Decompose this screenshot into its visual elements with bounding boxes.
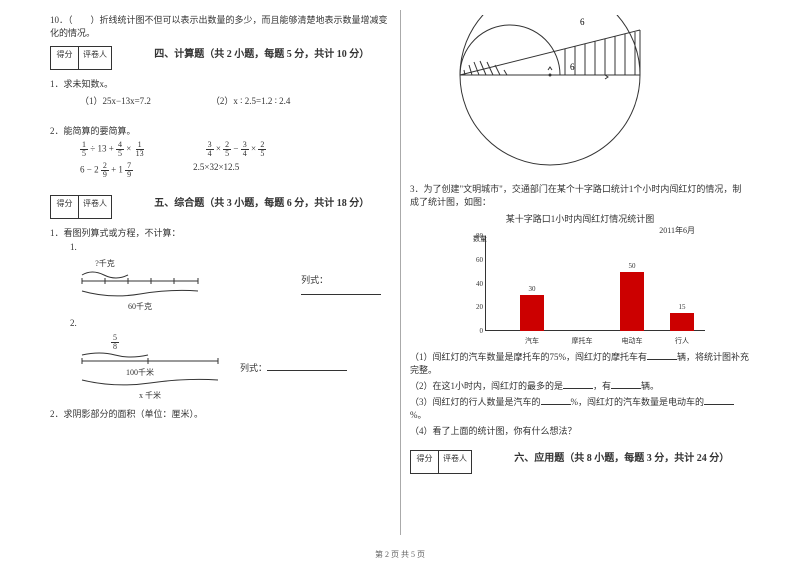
s5-q2-stem: 2．求阴影部分的面积（单位：厘米）。: [50, 407, 390, 420]
geometry-figure: 6: [430, 15, 750, 177]
chart-ytick: 0: [465, 327, 483, 335]
s5-q3-p3: （3）闯红灯的行人数量是汽车的%，闯红灯的汽车数量是电动车的%。: [410, 395, 750, 421]
weight-diagram-2: 58 100千米 x 千米 列式：: [80, 334, 390, 401]
section-4-title: 四、计算题（共 2 小题，每题 5 分，共计 10 分）: [154, 45, 369, 60]
chart-ytick: 40: [465, 280, 483, 288]
s5-q3-p2: （2）在这1小时内，闯红灯的最多的是，有辆。: [410, 379, 750, 392]
weight-diagram-1: ?千克 60千克 列式：: [80, 258, 390, 312]
chart-title: 某十字路口1小时内闯红灯情况统计图: [455, 212, 705, 225]
s4-q1-b: （2）x ∶ 2.5=1.2 ∶ 2.4: [211, 94, 291, 107]
brace-icon: [80, 351, 220, 365]
score-box-s4: 得分 评卷人: [50, 46, 112, 70]
score-box-s6: 得分 评卷人: [410, 450, 472, 474]
geom-top-label: 6: [580, 17, 585, 27]
chart-bar: [520, 295, 544, 331]
s4-q2-r1b: 34 × 25 − 34 × 25: [206, 141, 267, 158]
chart-ytick: 20: [465, 303, 483, 311]
s4-q2-r1a: 15 ÷ 13 + 45 × 113: [80, 141, 146, 158]
brace-icon: [80, 378, 220, 388]
s5-q3-stem: 3．为了创建"文明城市"，交通部门在某个十字路口统计1个小时内闯红灯的情况，制成…: [410, 182, 750, 208]
reviewer-label: 评卷人: [439, 451, 471, 473]
s5-q1-stem: 1．看图列算式或方程，不计算：: [50, 226, 390, 239]
chart-bar: [670, 313, 694, 331]
s4-q2-r2b: 2.5×32×12.5: [193, 162, 239, 179]
brace-icon: [80, 289, 200, 299]
s4-q1-stem: 1．求未知数x。: [50, 77, 390, 90]
s5-q1-sub1: 1.: [70, 242, 390, 252]
brace-icon: [80, 269, 200, 287]
s5-q3-p1: （1）闯红灯的汽车数量是摩托车的75%，闯红灯的摩托车有辆，将统计图补充完整。: [410, 350, 750, 376]
chart-date: 2011年6月: [455, 225, 695, 236]
s4-q2-stem: 2．能简算的要简算。: [50, 124, 390, 137]
bar-chart: 某十字路口1小时内闯红灯情况统计图 2011年6月 数量 02040608030…: [455, 212, 705, 346]
score-label: 得分: [51, 196, 79, 218]
s5-q1-sub2: 2.: [70, 318, 390, 328]
score-box-s5: 得分 评卷人: [50, 195, 112, 219]
chart-xcat: 行人: [665, 336, 699, 346]
chart-bar-label: 15: [670, 303, 694, 311]
section-5-title: 五、综合题（共 3 小题，每题 6 分，共计 18 分）: [154, 194, 369, 209]
lieshi-label: 列式：: [301, 273, 390, 297]
s4-q1-a: （1）25x−13x=7.2: [80, 94, 151, 107]
lieshi-label: 列式：: [240, 361, 347, 374]
chart-ytick: 60: [465, 256, 483, 264]
geom-inner-label: 6: [570, 62, 575, 72]
score-label: 得分: [51, 47, 79, 69]
question-10: 10．（ ）折线统计图不但可以表示出数量的多少，而且能够清楚地表示数量增减变化的…: [50, 13, 390, 39]
s5-q3-p4: （4）看了上面的统计图，你有什么想法？: [410, 424, 750, 437]
chart-xcat: 汽车: [515, 336, 549, 346]
score-label: 得分: [411, 451, 439, 473]
reviewer-label: 评卷人: [79, 47, 111, 69]
reviewer-label: 评卷人: [79, 196, 111, 218]
s4-q2-r2a: 6 − 2 29 + 1 79: [80, 162, 133, 179]
chart-bar-label: 30: [520, 285, 544, 293]
section-6-title: 六、应用题（共 8 小题，每题 3 分，共计 24 分）: [514, 449, 729, 464]
chart-bar: [620, 272, 644, 331]
chart-bar-label: 50: [620, 262, 644, 270]
chart-ytick: 80: [465, 232, 483, 240]
chart-xcat: 摩托车: [565, 336, 599, 346]
chart-xcat: 电动车: [615, 336, 649, 346]
page-footer: 第 2 页 共 5 页: [0, 549, 800, 560]
